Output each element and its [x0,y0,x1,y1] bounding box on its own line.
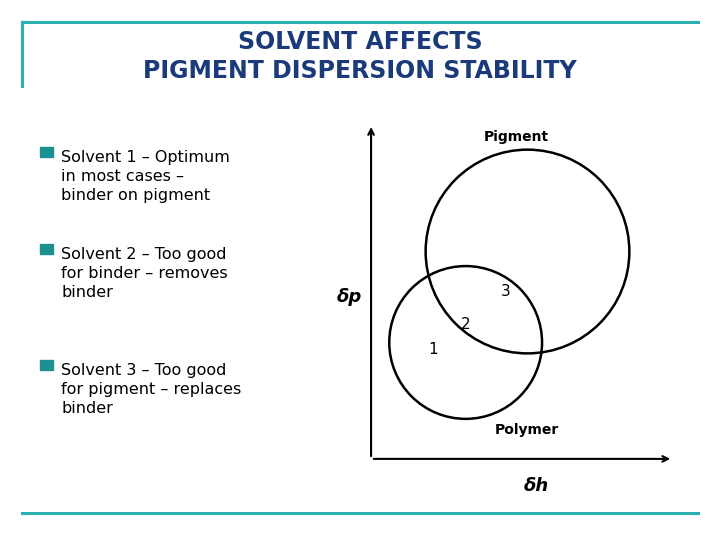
FancyBboxPatch shape [40,244,53,254]
FancyBboxPatch shape [40,360,53,370]
Text: Solvent 2 – Too good
for binder – removes
binder: Solvent 2 – Too good for binder – remove… [61,247,228,300]
Text: Polymer: Polymer [495,422,559,436]
Text: Solvent 1 – Optimum
in most cases –
binder on pigment: Solvent 1 – Optimum in most cases – bind… [61,150,230,203]
Text: δp: δp [337,288,362,306]
Text: Pigment: Pigment [484,130,549,144]
Text: Solvent 3 – Too good
for pigment – replaces
binder: Solvent 3 – Too good for pigment – repla… [61,363,241,416]
Text: 1: 1 [428,342,438,357]
Text: 3: 3 [501,284,510,299]
FancyBboxPatch shape [40,147,53,157]
Text: 2: 2 [461,317,470,332]
Text: δh: δh [524,477,549,495]
Text: SOLVENT AFFECTS
PIGMENT DISPERSION STABILITY: SOLVENT AFFECTS PIGMENT DISPERSION STABI… [143,30,577,83]
